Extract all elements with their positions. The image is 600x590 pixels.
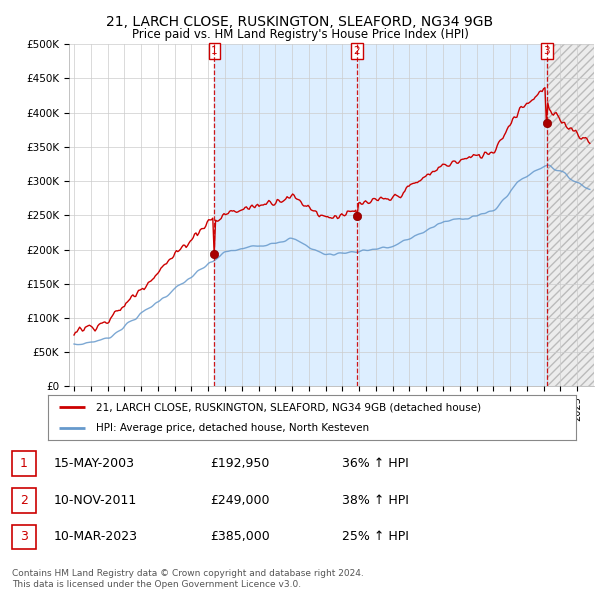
Bar [214,44,547,386]
Text: 21, LARCH CLOSE, RUSKINGTON, SLEAFORD, NG34 9GB (detached house): 21, LARCH CLOSE, RUSKINGTON, SLEAFORD, N… [95,402,481,412]
Bar [547,44,594,386]
Text: 2: 2 [20,494,28,507]
Text: 1: 1 [211,46,218,56]
Text: £385,000: £385,000 [210,530,270,543]
Text: £192,950: £192,950 [210,457,269,470]
Text: This data is licensed under the Open Government Licence v3.0.: This data is licensed under the Open Gov… [12,579,301,589]
Bar [547,44,594,386]
Text: 10-NOV-2011: 10-NOV-2011 [54,494,137,507]
Text: £249,000: £249,000 [210,494,269,507]
Text: 25% ↑ HPI: 25% ↑ HPI [342,530,409,543]
Text: HPI: Average price, detached house, North Kesteven: HPI: Average price, detached house, Nort… [95,422,368,432]
Text: 21, LARCH CLOSE, RUSKINGTON, SLEAFORD, NG34 9GB: 21, LARCH CLOSE, RUSKINGTON, SLEAFORD, N… [106,15,494,29]
Text: 3: 3 [20,530,28,543]
Text: Contains HM Land Registry data © Crown copyright and database right 2024.: Contains HM Land Registry data © Crown c… [12,569,364,578]
Text: 3: 3 [544,46,550,56]
Text: 15-MAY-2003: 15-MAY-2003 [54,457,135,470]
Text: 10-MAR-2023: 10-MAR-2023 [54,530,138,543]
Text: 36% ↑ HPI: 36% ↑ HPI [342,457,409,470]
Text: 38% ↑ HPI: 38% ↑ HPI [342,494,409,507]
Text: Price paid vs. HM Land Registry's House Price Index (HPI): Price paid vs. HM Land Registry's House … [131,28,469,41]
Text: 1: 1 [20,457,28,470]
Text: 2: 2 [353,46,360,56]
